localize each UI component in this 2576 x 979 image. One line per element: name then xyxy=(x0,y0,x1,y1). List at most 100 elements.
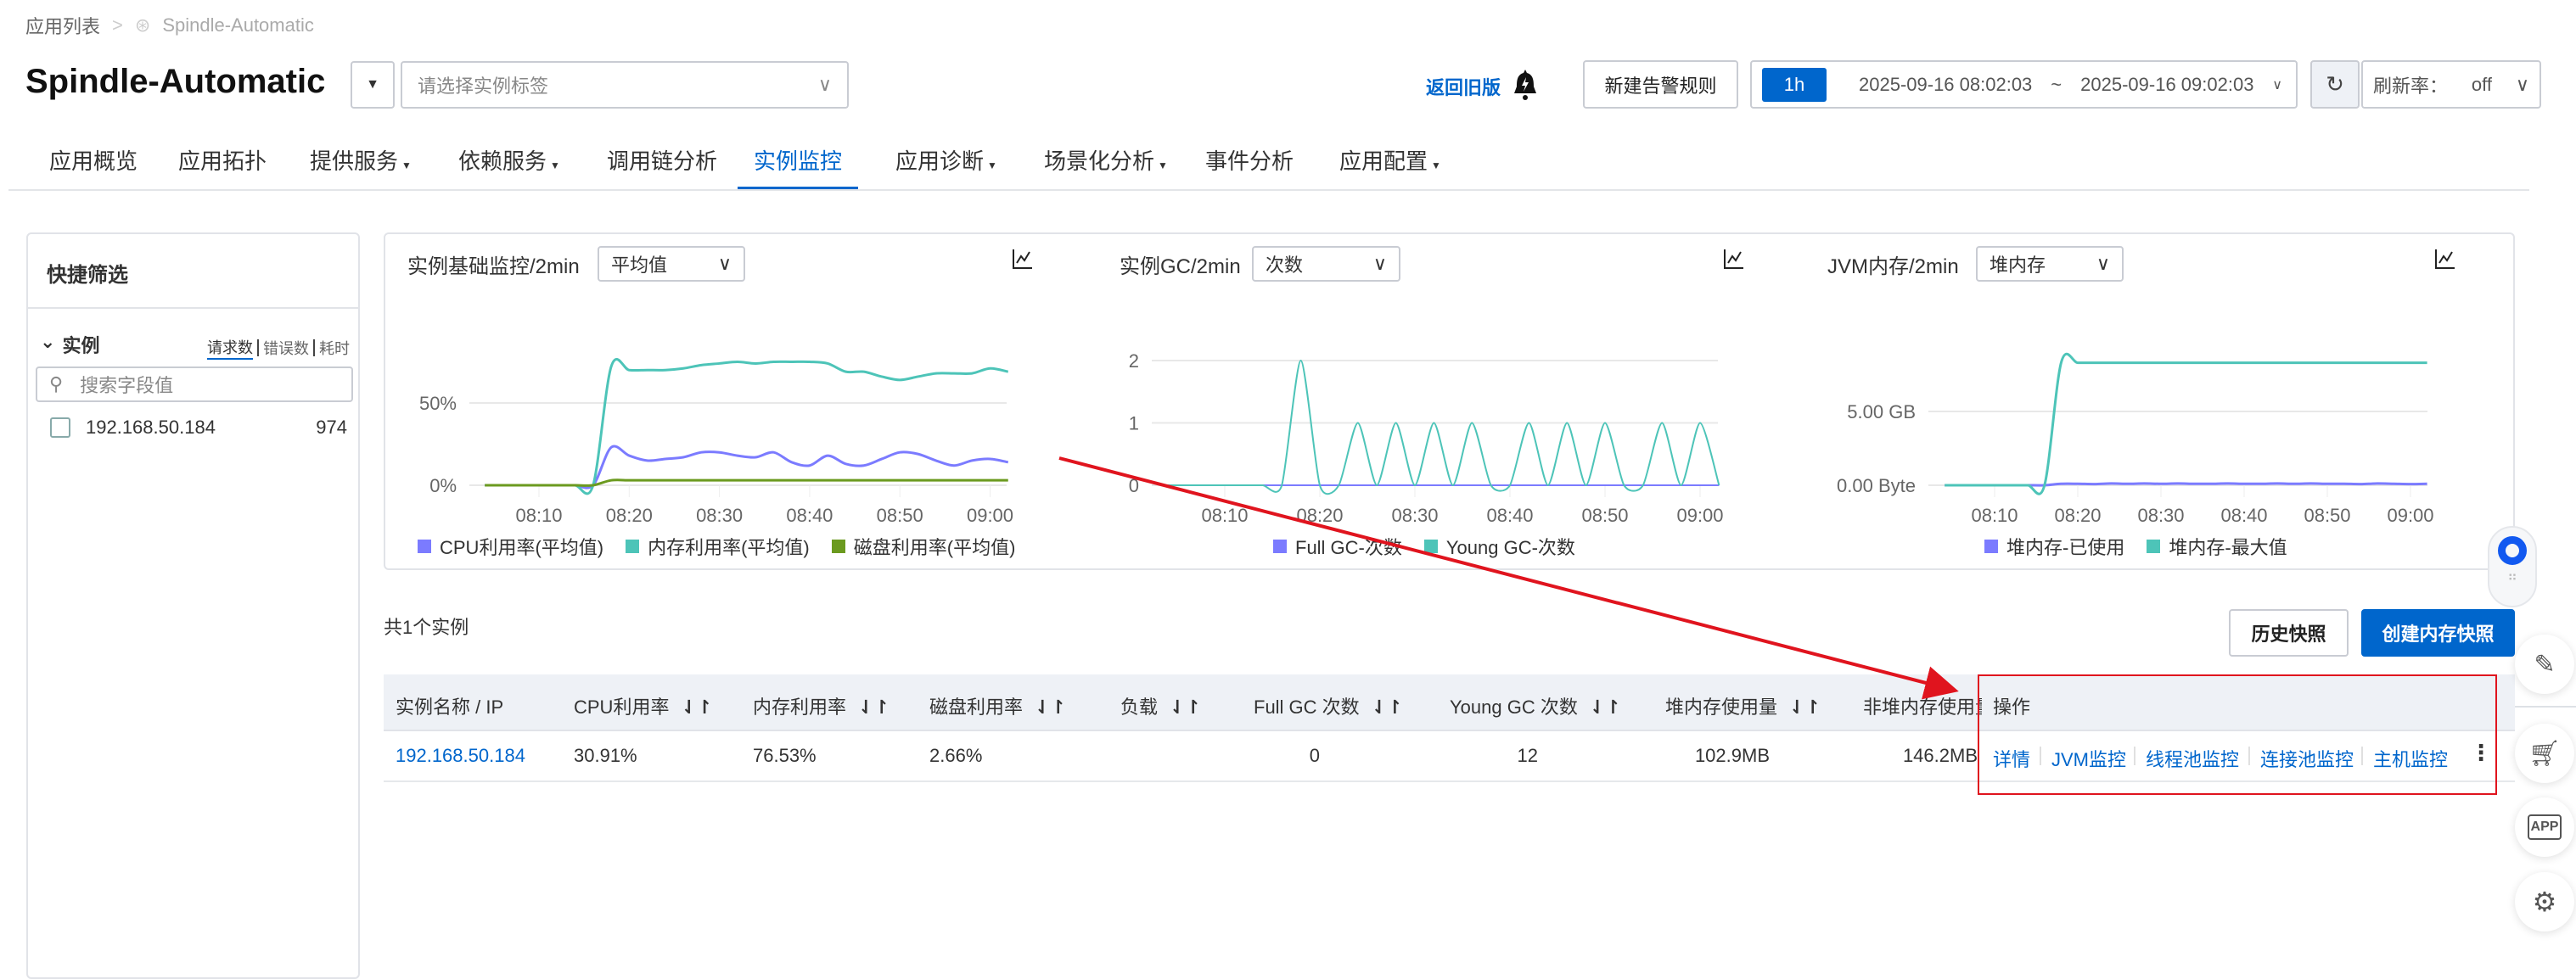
cell-young_gc: 12 xyxy=(1517,745,1538,766)
divider xyxy=(2040,747,2041,765)
quick-filter-title: 快捷筛选 xyxy=(47,264,128,287)
chevron-down-icon: ∨ xyxy=(1372,253,1387,274)
legend-item[interactable]: 磁盘利用率(平均值) xyxy=(831,533,1015,560)
refresh-icon: ↻ xyxy=(2326,71,2344,97)
legend-label: CPU利用率(平均值) xyxy=(440,537,604,558)
chart-aggregation-select[interactable]: 次数 ∨ xyxy=(1252,246,1400,282)
legend-item[interactable]: 堆内存-已使用 xyxy=(1984,533,2124,560)
tag-select[interactable]: 请选择实例标签 ∨ xyxy=(401,61,849,109)
instance-group-toggle[interactable]: ⌄ 实例 xyxy=(40,331,99,358)
filter-item[interactable]: 192.168.50.184 974 xyxy=(50,417,347,439)
tab-6[interactable]: 应用诊断 ▼ xyxy=(895,144,997,176)
back-old-version-link[interactable]: 返回旧版 xyxy=(1426,77,1501,98)
chart-legend: CPU利用率(平均值) 内存利用率(平均值) 磁盘利用率(平均值) xyxy=(418,533,1015,560)
filter-item-count: 974 xyxy=(316,417,347,438)
sort-icon[interactable]: ⇃↾ xyxy=(858,696,890,718)
assistant-logo-icon xyxy=(2498,536,2527,565)
more-actions-icon[interactable]: ⋮ xyxy=(2470,740,2492,765)
tab-8[interactable]: 事件分析 xyxy=(1205,144,1294,176)
line-chart-icon[interactable] xyxy=(2434,248,2456,274)
tab-7[interactable]: 场景化分析 ▼ xyxy=(1044,144,1168,176)
legend-item[interactable]: Young GC-次数 xyxy=(1423,533,1575,560)
create-memory-snapshot-button[interactable]: 创建内存快照 xyxy=(2361,609,2515,657)
breadcrumb-root[interactable]: 应用列表 xyxy=(25,16,101,37)
cell-ip[interactable]: 192.168.50.184 xyxy=(396,745,525,766)
app-download-button[interactable]: APP xyxy=(2515,797,2574,857)
chart-aggregation-select[interactable]: 堆内存 ∨ xyxy=(1976,246,2124,282)
tab-5[interactable]: 实例监控 xyxy=(738,144,859,190)
cell-cpu: 30.91% xyxy=(574,745,637,766)
legend-item[interactable]: Full GC-次数 xyxy=(1273,533,1402,560)
sort-icon[interactable]: ⇃↾ xyxy=(681,696,713,718)
field-search-input[interactable]: ⚲ 搜索字段值 xyxy=(36,366,353,402)
metric-errors[interactable]: 错误数 xyxy=(263,340,309,357)
action-link-1[interactable]: JVM监控 xyxy=(2051,749,2127,770)
tab-4[interactable]: 调用链分析 xyxy=(607,144,717,176)
caret-down-icon: ▼ xyxy=(1431,159,1441,171)
caret-down-icon: ▼ xyxy=(401,159,412,171)
divider xyxy=(2515,706,2576,708)
column-header-3[interactable]: 磁盘利用率 ⇃↾ xyxy=(929,692,1066,719)
column-header-6[interactable]: Young GC 次数 ⇃↾ xyxy=(1450,692,1621,719)
time-range-picker[interactable]: 1h 2025-09-16 08:02:03 ~ 2025-09-16 09:0… xyxy=(1750,60,2298,109)
action-link-2[interactable]: 线程池监控 xyxy=(2146,749,2240,770)
tab-label: 应用概览 xyxy=(49,148,138,174)
legend-swatch xyxy=(1273,540,1287,553)
bell-alert-icon[interactable] xyxy=(1512,68,1538,102)
tab-label: 提供服务 xyxy=(310,148,399,174)
cell-disk: 2.66% xyxy=(929,745,983,766)
refresh-rate-select[interactable]: 刷新率： off ∨ xyxy=(2361,60,2541,109)
legend-item[interactable]: 内存利用率(平均值) xyxy=(626,533,810,560)
history-snapshot-button[interactable]: 历史快照 xyxy=(2229,609,2349,657)
line-chart-icon[interactable] xyxy=(1723,248,1745,274)
cell-full_gc: 0 xyxy=(1309,745,1320,766)
settings-button[interactable]: ⚙ xyxy=(2515,872,2574,931)
tab-9[interactable]: 应用配置 ▼ xyxy=(1339,144,1441,176)
sort-icon[interactable]: ⇃↾ xyxy=(1035,696,1066,718)
chart-aggregation-select[interactable]: 平均值 ∨ xyxy=(598,246,745,282)
sort-icon[interactable]: ⇃↾ xyxy=(1789,696,1821,718)
feedback-button[interactable]: ✎ xyxy=(2515,635,2574,694)
instance-table xyxy=(384,674,2515,783)
line-chart-icon[interactable] xyxy=(1012,248,1034,274)
cart-button[interactable]: 🛒︎ xyxy=(2515,724,2574,783)
tab-3[interactable]: 依赖服务 ▼ xyxy=(458,144,560,176)
legend-item[interactable]: CPU利用率(平均值) xyxy=(418,533,603,560)
action-link-3[interactable]: 连接池监控 xyxy=(2260,749,2354,770)
drag-handle-icon[interactable]: ⠛ xyxy=(2507,573,2517,588)
legend-item[interactable]: 堆内存-最大值 xyxy=(2147,533,2287,560)
refresh-button[interactable]: ↻ xyxy=(2310,60,2360,109)
tag-type-dropdown[interactable]: ▼ xyxy=(351,61,395,109)
legend-label: 内存利用率(平均值) xyxy=(648,537,810,558)
sort-icon[interactable]: ⇃↾ xyxy=(1371,696,1403,718)
column-header-1[interactable]: CPU利用率 ⇃↾ xyxy=(574,692,712,719)
legend-swatch xyxy=(418,540,431,553)
assistant-widget[interactable]: ⠛ xyxy=(2488,526,2537,607)
table-row xyxy=(384,731,2515,782)
metric-switch: 请求数 错误数 耗时 xyxy=(207,336,350,360)
new-alert-rule-button[interactable]: 新建告警规则 xyxy=(1583,60,1738,109)
tab-2[interactable]: 提供服务 ▼ xyxy=(310,144,412,176)
tab-0[interactable]: 应用概览 xyxy=(49,144,137,176)
search-placeholder: 搜索字段值 xyxy=(80,375,174,396)
action-link-0[interactable]: 详情 xyxy=(1993,749,2031,770)
metric-requests[interactable]: 请求数 xyxy=(207,336,253,360)
legend-swatch xyxy=(831,540,845,553)
column-header-4[interactable]: 负载 ⇃↾ xyxy=(1120,692,1201,719)
checkbox[interactable] xyxy=(50,417,70,438)
chart-legend: 堆内存-已使用 堆内存-最大值 xyxy=(1984,533,2287,560)
sort-icon[interactable]: ⇃↾ xyxy=(1589,696,1621,718)
metric-latency[interactable]: 耗时 xyxy=(319,340,350,357)
tab-1[interactable]: 应用拓扑 xyxy=(178,144,267,176)
column-header-label: 磁盘利用率 xyxy=(929,696,1024,718)
action-link-4[interactable]: 主机监控 xyxy=(2373,749,2449,770)
column-header-7[interactable]: 堆内存使用量 ⇃↾ xyxy=(1665,692,1821,719)
column-header-5[interactable]: Full GC 次数 ⇃↾ xyxy=(1254,692,1403,719)
chart-title: 实例基础监控/2min xyxy=(407,255,580,278)
breadcrumb: 应用列表 > ⊛ Spindle-Automatic xyxy=(25,12,314,39)
tab-label: 实例监控 xyxy=(754,148,843,174)
time-preset-badge[interactable]: 1h xyxy=(1762,67,1827,102)
column-header-2[interactable]: 内存利用率 ⇃↾ xyxy=(753,692,890,719)
tab-label: 场景化分析 xyxy=(1044,148,1155,174)
sort-icon[interactable]: ⇃↾ xyxy=(1170,696,1201,718)
